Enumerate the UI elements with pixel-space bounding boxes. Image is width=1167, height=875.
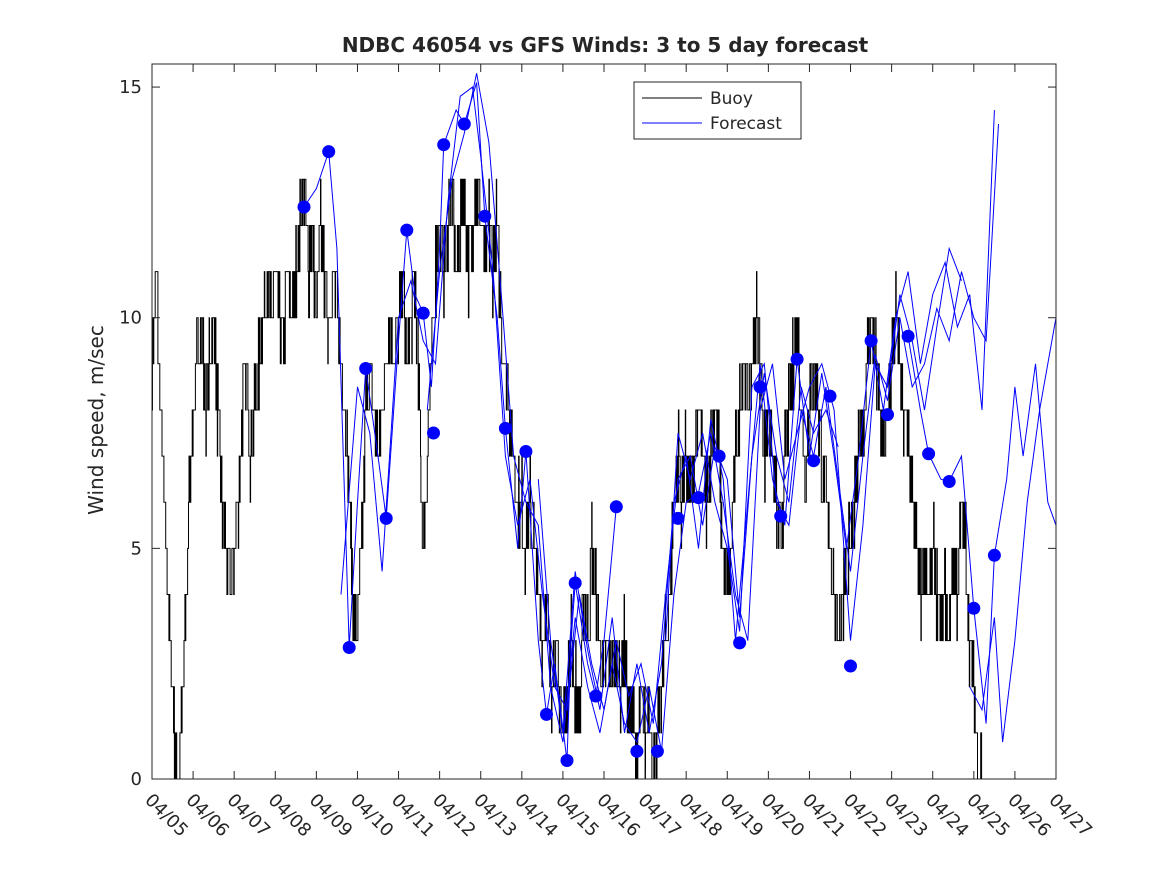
forecast-marker-14 (540, 707, 553, 721)
forecast-marker-26 (774, 509, 788, 523)
forecast-marker-20 (650, 744, 664, 758)
forecast-marker-8 (427, 426, 440, 440)
forecast-marker-25 (753, 380, 767, 394)
forecast-marker-11 (478, 209, 492, 223)
forecast-marker-31 (864, 334, 878, 348)
legend-box (633, 81, 802, 140)
forecast-marker-13 (519, 445, 533, 458)
legend-buoy-label: Buoy (710, 89, 753, 109)
forecast-marker-33 (901, 329, 915, 343)
legend-forecast-label: Forecast (710, 114, 782, 134)
buoy-series-line (152, 178, 983, 779)
forecast-series-line-1 (303, 82, 617, 761)
forecast-marker-7 (416, 306, 430, 320)
forecast-series-line-6 (907, 336, 1056, 724)
forecast-marker-6 (400, 223, 414, 237)
forecast-marker-16 (568, 576, 582, 590)
forecast-marker-3 (342, 641, 356, 654)
forecast-series-line-2 (340, 86, 839, 724)
forecast-marker-32 (881, 408, 894, 422)
plot-area (152, 73, 1056, 779)
forecast-series-line-7 (969, 317, 1056, 743)
forecast-marker-36 (967, 601, 981, 615)
chart-title: NDBC 46054 vs GFS Winds: 3 to 5 day fore… (342, 33, 869, 57)
forecast-marker-37 (987, 548, 1001, 562)
forecast-marker-15 (560, 754, 574, 767)
y-tick-label: 10 (119, 308, 142, 329)
forecast-marker-18 (609, 500, 623, 514)
forecast-marker-17 (589, 689, 603, 703)
forecast-series-line-4 (537, 110, 995, 733)
forecast-marker-23 (712, 449, 726, 463)
forecast-marker-27 (790, 352, 804, 366)
forecast-marker-5 (379, 511, 393, 525)
forecast-marker-10 (457, 117, 471, 131)
y-tick-label: 15 (119, 77, 142, 98)
legend: Buoy Forecast (633, 81, 802, 140)
forecast-marker-24 (733, 636, 747, 650)
forecast-marker-19 (630, 744, 644, 758)
forecast-marker-9 (437, 138, 451, 152)
forecast-marker-34 (922, 447, 936, 461)
y-tick-label: 5 (131, 538, 142, 559)
forecast-marker-4 (359, 362, 373, 375)
forecast-marker-22 (692, 491, 705, 505)
forecast-marker-1 (297, 200, 311, 214)
forecast-marker-30 (844, 659, 857, 673)
forecast-marker-2 (322, 145, 336, 159)
forecast-marker-21 (671, 511, 685, 525)
forecast-marker-12 (498, 421, 512, 435)
series-group (152, 73, 1056, 779)
y-tick-label: 0 (131, 769, 142, 790)
forecast-marker-28 (807, 454, 821, 468)
forecast-series-line-5 (665, 123, 999, 641)
y-axis-label: Wind speed, m/sec (84, 325, 108, 515)
forecast-marker-29 (823, 389, 837, 403)
forecast-marker-35 (942, 475, 956, 488)
